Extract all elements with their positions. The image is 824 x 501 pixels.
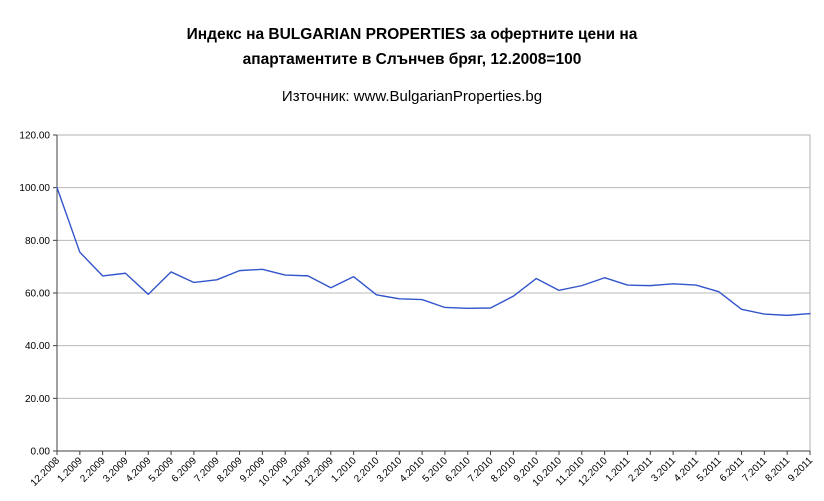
y-axis-tick-label: 100.00 <box>19 183 50 194</box>
y-axis-tick-label: 120.00 <box>19 131 50 142</box>
chart-source-subtitle: Източник: www.BulgarianProperties.bg <box>281 88 543 105</box>
x-axis-tick-label: 5.2011 <box>695 455 724 484</box>
x-axis-tick-label: 2.2011 <box>627 455 656 484</box>
y-axis-tick-label: 80.00 <box>25 236 50 247</box>
x-axis-tick-label: 3.2011 <box>649 455 678 484</box>
y-axis-tick-label: 60.00 <box>25 289 50 300</box>
y-axis-tick-label: 0.00 <box>31 447 51 458</box>
x-axis-tick-label: 7.2011 <box>741 455 770 484</box>
chart-title-line-1: Индекс на BULGARIAN PROPERTIES за офертн… <box>186 26 638 43</box>
chart-header: Индекс на BULGARIAN PROPERTIES за офертн… <box>0 22 824 105</box>
y-axis-tick-label: 40.00 <box>25 341 50 352</box>
x-axis-tick-label: 8.2011 <box>763 455 792 484</box>
x-axis-tick-label: 9.2011 <box>786 455 815 484</box>
x-axis-tick-label: 12.2008 <box>29 455 63 489</box>
chart-title-line-2: апартаментите в Слънчев бряг, 12.2008=10… <box>242 51 582 68</box>
x-axis-tick-label: 1.2011 <box>604 455 633 484</box>
x-axis-tick-label: 6.2011 <box>718 455 747 484</box>
series-line <box>56 186 811 317</box>
y-axis-tick-label: 20.00 <box>25 394 50 405</box>
x-axis-tick-label: 4.2011 <box>672 455 701 484</box>
